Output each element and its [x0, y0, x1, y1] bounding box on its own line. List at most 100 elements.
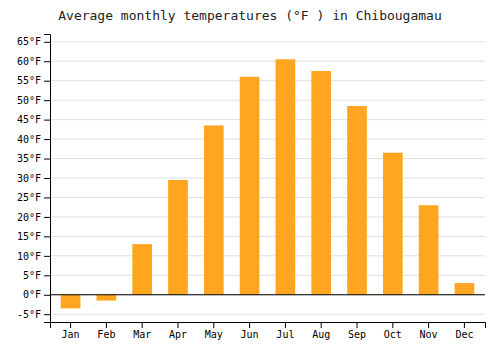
x-tick: Feb — [97, 322, 115, 340]
y-tick-mark — [44, 275, 50, 276]
y-axis: -5°F0°F5°F10°F15°F20°F25°F30°F35°F40°F45… — [17, 35, 51, 323]
y-tick-label: 10°F — [17, 251, 41, 262]
grid-line — [50, 41, 485, 42]
bar — [204, 125, 224, 294]
y-tick-label: 45°F — [17, 114, 41, 125]
y-tick-label: 65°F — [17, 36, 41, 47]
bar — [311, 71, 331, 295]
grid-line — [50, 178, 485, 179]
grid — [50, 42, 485, 314]
y-tick: 0°F — [23, 289, 50, 300]
bar — [455, 283, 475, 295]
x-tick: Oct — [384, 322, 402, 340]
y-tick: 60°F — [17, 56, 50, 67]
x-axis: Jan Feb Mar Apr May Jun Jul Aug Sep Oct Nov Dec — [51, 322, 486, 340]
grid-line — [50, 314, 485, 315]
x-tick-mark — [142, 322, 143, 328]
x-tick-label: Feb — [97, 329, 115, 340]
y-tick: 35°F — [17, 153, 50, 164]
y-tick-label: 60°F — [17, 56, 41, 67]
y-tick-label: 5°F — [23, 270, 41, 281]
bar — [168, 180, 188, 295]
x-tick-mark — [357, 322, 358, 328]
grid-line — [50, 139, 485, 140]
y-tick-mark — [44, 81, 50, 82]
chart: Average monthly temperatures (°F ) in Ch… — [0, 0, 500, 350]
bar — [240, 77, 260, 295]
x-tick: Sep — [348, 322, 366, 340]
y-tick: 45°F — [17, 114, 50, 125]
y-tick-label: 20°F — [17, 212, 41, 223]
y-tick-label: 40°F — [17, 134, 41, 145]
y-tick-mark — [44, 139, 50, 140]
title: Average monthly temperatures (°F ) in Ch… — [58, 8, 442, 23]
x-tick-mark — [428, 322, 429, 328]
y-tick-mark — [44, 100, 50, 101]
x-tick: Nov — [420, 322, 438, 340]
y-tick: -5°F — [17, 309, 50, 320]
y-tick-mark — [44, 42, 50, 43]
x-tick-label: Oct — [384, 329, 402, 340]
x-tick-label: Aug — [312, 329, 330, 340]
x-tick-label: Jul — [276, 329, 294, 340]
y-tick-mark — [44, 178, 50, 179]
y-tick-label: 25°F — [17, 192, 41, 203]
x-tick-mark — [213, 322, 214, 328]
y-tick: 5°F — [23, 270, 50, 281]
x-tick-mark — [392, 322, 393, 328]
x-tick: Dec — [455, 322, 473, 340]
grid-line — [50, 119, 485, 120]
baseline — [50, 294, 485, 295]
y-tick-mark — [44, 61, 50, 62]
x-tick-label: Jun — [241, 329, 259, 340]
y-tick-label: 55°F — [17, 75, 41, 86]
y-tick: 20°F — [17, 212, 50, 223]
x-tick-mark — [464, 322, 465, 328]
x-tick-label: Jan — [62, 329, 80, 340]
y-tick-mark — [44, 314, 50, 315]
bar — [383, 153, 403, 295]
grid-line — [50, 197, 485, 198]
y-axis-line — [44, 35, 51, 323]
grid-line — [50, 158, 485, 159]
y-tick-mark — [44, 295, 50, 296]
grid-line — [50, 294, 485, 295]
bar — [97, 295, 117, 301]
x-tick-label: Dec — [455, 329, 473, 340]
x-tick: Jan — [62, 322, 80, 340]
x-tick: Apr — [169, 322, 187, 340]
x-tick: Mar — [133, 322, 151, 340]
y-tick-mark — [44, 236, 50, 237]
x-tick-mark — [285, 322, 286, 328]
y-tick-mark — [44, 159, 50, 160]
x-tick: Jul — [276, 322, 294, 340]
y-tick: 25°F — [17, 192, 50, 203]
grid-line — [50, 80, 485, 81]
x-tick-label: Nov — [420, 329, 438, 340]
bar — [61, 295, 81, 309]
x-tick-mark — [177, 322, 178, 328]
x-tick-label: Mar — [133, 329, 151, 340]
y-tick-mark — [44, 120, 50, 121]
x-tick-mark — [106, 322, 107, 328]
y-tick: 30°F — [17, 173, 50, 184]
y-tick-label: 30°F — [17, 173, 41, 184]
x-tick-mark — [70, 322, 71, 328]
bar — [276, 59, 296, 294]
y-tick-label: 50°F — [17, 95, 41, 106]
y-tick: 50°F — [17, 95, 50, 106]
bar — [419, 205, 439, 295]
y-tick-mark — [44, 217, 50, 218]
y-tick: 55°F — [17, 75, 50, 86]
y-tick: 10°F — [17, 251, 50, 262]
grid-line — [50, 61, 485, 62]
x-tick-label: Sep — [348, 329, 366, 340]
y-tick-mark — [44, 197, 50, 198]
plot: -5°F0°F5°F10°F15°F20°F25°F30°F35°F40°F45… — [17, 35, 486, 341]
y-tick: 40°F — [17, 134, 50, 145]
x-tick-label: May — [205, 329, 223, 340]
y-tick-mark — [44, 256, 50, 257]
y-tick: 65°F — [17, 36, 50, 47]
x-axis-line — [51, 323, 486, 329]
bar — [347, 106, 367, 295]
